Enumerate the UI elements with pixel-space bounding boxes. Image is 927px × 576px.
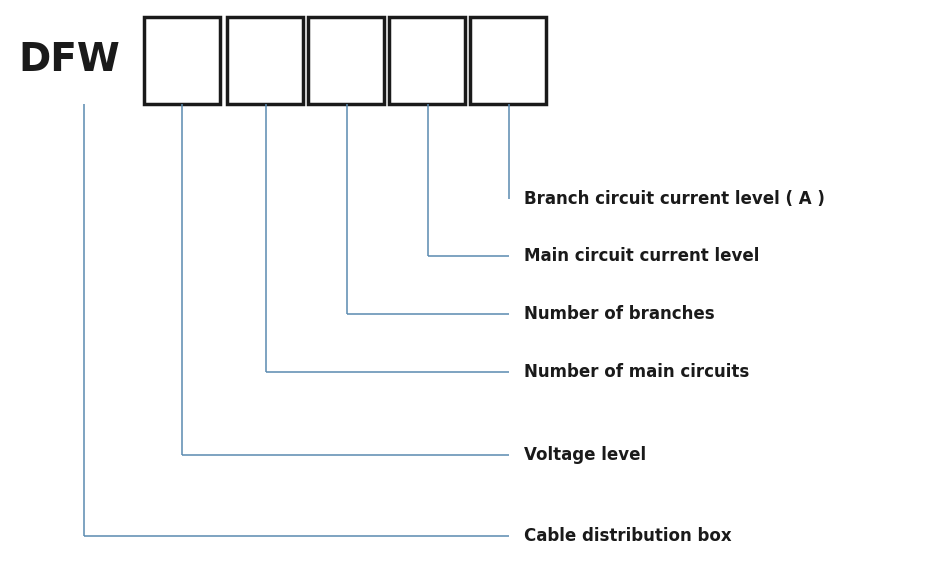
Text: Main circuit current level: Main circuit current level	[524, 247, 759, 266]
Bar	[469, 17, 545, 104]
Bar	[227, 17, 303, 104]
Text: Voltage level: Voltage level	[524, 446, 646, 464]
Text: DFW: DFW	[19, 41, 121, 79]
Text: Cable distribution box: Cable distribution box	[524, 526, 731, 545]
Bar	[388, 17, 464, 104]
Text: Branch circuit current level ( A ): Branch circuit current level ( A )	[524, 190, 824, 208]
Bar	[308, 17, 384, 104]
Text: Number of main circuits: Number of main circuits	[524, 362, 749, 381]
Text: Number of branches: Number of branches	[524, 305, 714, 323]
Bar	[144, 17, 220, 104]
